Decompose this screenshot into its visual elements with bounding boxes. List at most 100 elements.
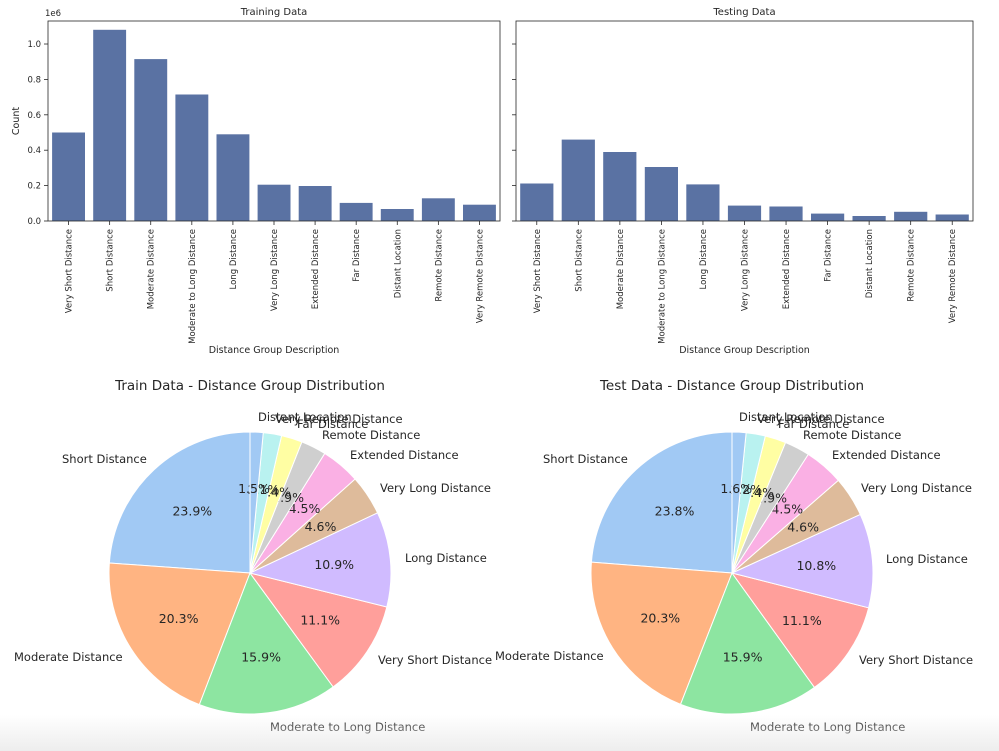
pie-slice [679,571,816,715]
bar [520,183,554,221]
x-tick-label: Very Short Distance [65,229,75,313]
y-tick-label: 0.0 [27,217,41,227]
x-tick-label: Very Remote Distance [948,229,958,323]
bar [769,206,803,221]
pie-category-label: Moderate Distance [495,649,604,663]
x-tick-label: Very Remote Distance [476,229,486,323]
pie-pct-label: 1.5% [238,481,270,496]
bar [134,59,168,221]
pie-slice [590,561,733,705]
bar [52,132,85,221]
pie-pct-label: 11.1% [782,613,822,628]
x-tick-label: Distant Location [393,229,403,298]
pie-category-label: Far Distance [297,417,368,431]
x-tick-label: Extended Distance [311,229,321,309]
pie-category-label: Very Remote Distance [757,412,885,426]
pie-category-label: Distant Location [258,410,352,424]
bar [298,186,332,221]
x-tick-label: Moderate Distance [147,229,157,309]
x-tick-label: Extended Distance [782,229,792,309]
x-tick-label: Moderate to Long Distance [188,229,198,344]
pie-category-label: Short Distance [543,452,628,466]
bar [257,184,291,221]
pie-slice [731,431,747,574]
pie-slice [590,431,733,574]
x-tick-label: Moderate Distance [616,229,626,309]
pie-slice [730,513,874,609]
pie-slice [248,572,388,688]
x-tick-label: Remote Distance [907,229,917,302]
bar [603,152,637,221]
pie-category-label: Remote Distance [803,428,901,442]
bar [421,198,455,221]
y-tick-label: 1.0 [27,40,41,50]
x-tick-label: Distant Location [865,229,875,298]
pie-category-label: Very Remote Distance [275,412,403,426]
pie-chart-test: 23.8% Short Distance 20.3% Moderate Distanc… [495,378,973,734]
pie-category-label: Moderate Distance [14,650,123,664]
pie-category-label: Remote Distance [322,428,420,442]
chart-title: Testing Data [712,7,775,18]
y-tick-label: 0.4 [27,146,41,156]
pie-pct-label: 20.3% [640,611,680,626]
bar [644,167,678,221]
chart-title: Train Data - Distance Group Distribution [114,378,385,394]
bar [380,209,414,221]
pie-category-label: Moderate to Long Distance [270,720,425,734]
pie-slice [249,431,264,574]
bar [852,216,886,221]
pie-category-label: Very Long Distance [380,481,491,495]
pie-pct-label: 1.6% [720,481,752,496]
pie-pct-label: 15.9% [241,649,281,664]
pie-category-label: Extended Distance [832,448,941,462]
pie-pct-label: 4.5% [771,502,803,517]
y-tick-label: 0.6 [27,111,41,121]
pie-category-label: Far Distance [778,417,849,431]
pie-category-label: Short Distance [62,452,147,466]
x-tick-label: Remote Distance [434,229,444,302]
x-axis-label: Distance Group Description [209,345,340,356]
pie-category-label: Distant Location [739,410,833,424]
pie-slice [198,571,334,715]
pie-pct-label: 23.9% [172,504,212,519]
x-axis-label: Distance Group Description [679,345,810,356]
pie-category-label: Long Distance [405,551,487,565]
x-tick-label: Far Distance [352,229,362,282]
pie-category-label: Very Long Distance [861,481,972,495]
pie-category-label: Very Short Distance [378,653,492,667]
pie-slice [248,512,392,608]
pie-pct-label: 4.6% [787,520,819,535]
pie-pct-label: 4.5% [289,501,321,516]
bar [935,214,969,221]
pie-category-label: Very Short Distance [859,653,973,667]
x-tick-label: Long Distance [699,229,709,289]
pie-chart-train: 23.9% Short Distance 20.3% Moderate Distanc… [14,378,492,734]
x-tick-label: Very Short Distance [533,229,543,313]
bar [175,94,209,221]
bar [463,204,496,221]
pie-category-label: Moderate to Long Distance [750,720,905,734]
x-tick-label: Moderate to Long Distance [657,229,667,344]
bar [216,134,250,221]
y-offset-label: 1e6 [45,9,61,19]
pie-pct-label: 10.9% [314,557,354,572]
bar [727,205,762,221]
chart-title: Test Data - Distance Group Distribution [599,378,864,394]
pie-pct-label: 11.1% [300,613,340,628]
pie-pct-label: 10.8% [796,558,836,573]
bar [561,139,595,221]
pie-pct-label: 23.8% [655,503,695,518]
y-axis-label: Count [11,107,22,135]
bar-chart-testing: Very Short Distance Short Distance Moderat… [512,7,974,356]
y-tick-label: 0.8 [27,75,41,85]
pie-pct-label: 15.9% [723,649,763,664]
pie-slice [108,431,251,574]
bar [93,29,127,221]
pie-pct-label: 20.3% [159,611,199,626]
chart-title: Training Data [240,7,308,18]
x-tick-label: Far Distance [824,229,834,282]
bar [811,213,845,221]
y-tick-label: 0.2 [27,182,41,192]
bar-chart-training: 0.0 0.2 0.4 0.6 0.8 1.0 Very Short Distance Sho… [11,7,501,356]
